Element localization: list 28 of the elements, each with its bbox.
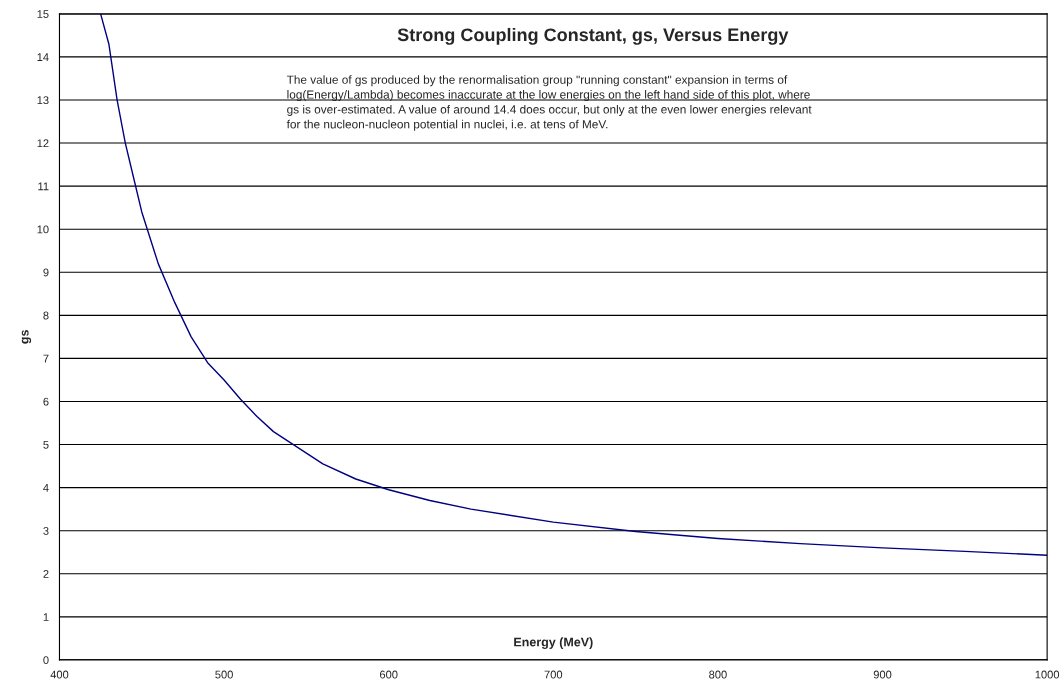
y-tick-label: 12 bbox=[37, 139, 49, 148]
y-tick-label: 9 bbox=[43, 268, 49, 277]
x-tick-label: 700 bbox=[544, 670, 563, 679]
y-tick-label: 15 bbox=[37, 10, 49, 18]
y-tick-label: 5 bbox=[43, 440, 49, 449]
y-tick-label: 8 bbox=[43, 311, 49, 320]
annotation: The value of gs produced by the renormalisation group "running constant" expansion in terms of log(Energy/Lambda) becomes inaccurate at the low energies on the left hand side of this plot, where gs is over-estimated. A value of around 14.4 does occur, but only at the even lower energies relevant for the nucleon-nucleon potential in nuclei, i.e. at tens of MeV. bbox=[286, 75, 812, 131]
x-tick-label: 800 bbox=[709, 670, 727, 679]
y-tick-label: 3 bbox=[43, 526, 49, 535]
x-tick-label: 500 bbox=[215, 670, 233, 679]
text: Strong Coupling Constant, gs, Versus Energy bbox=[397, 27, 789, 45]
x-tick-label: 900 bbox=[873, 670, 892, 679]
x-axis-title: Energy (MeV) bbox=[514, 637, 593, 649]
y-tick-label: 10 bbox=[37, 225, 49, 234]
x-tick-label: 400 bbox=[50, 670, 69, 679]
y-tick-label: 4 bbox=[43, 484, 49, 492]
line-series bbox=[99, 13, 1048, 556]
y-tick-label: 11 bbox=[38, 182, 49, 191]
y-tick-label: 7 bbox=[43, 354, 49, 363]
x-tick-label: 1000 bbox=[1035, 670, 1060, 679]
y-tick-label: 6 bbox=[43, 397, 49, 406]
y-tick-label: 13 bbox=[37, 96, 49, 105]
y-tick-label: 0 bbox=[43, 656, 49, 665]
y-tick-label: 2 bbox=[43, 570, 49, 578]
y-axis-title: gs bbox=[21, 330, 32, 344]
x-tick-label: 600 bbox=[379, 670, 398, 679]
y-tick-label: 14 bbox=[37, 53, 49, 61]
y-tick-label: 1 bbox=[43, 613, 49, 621]
